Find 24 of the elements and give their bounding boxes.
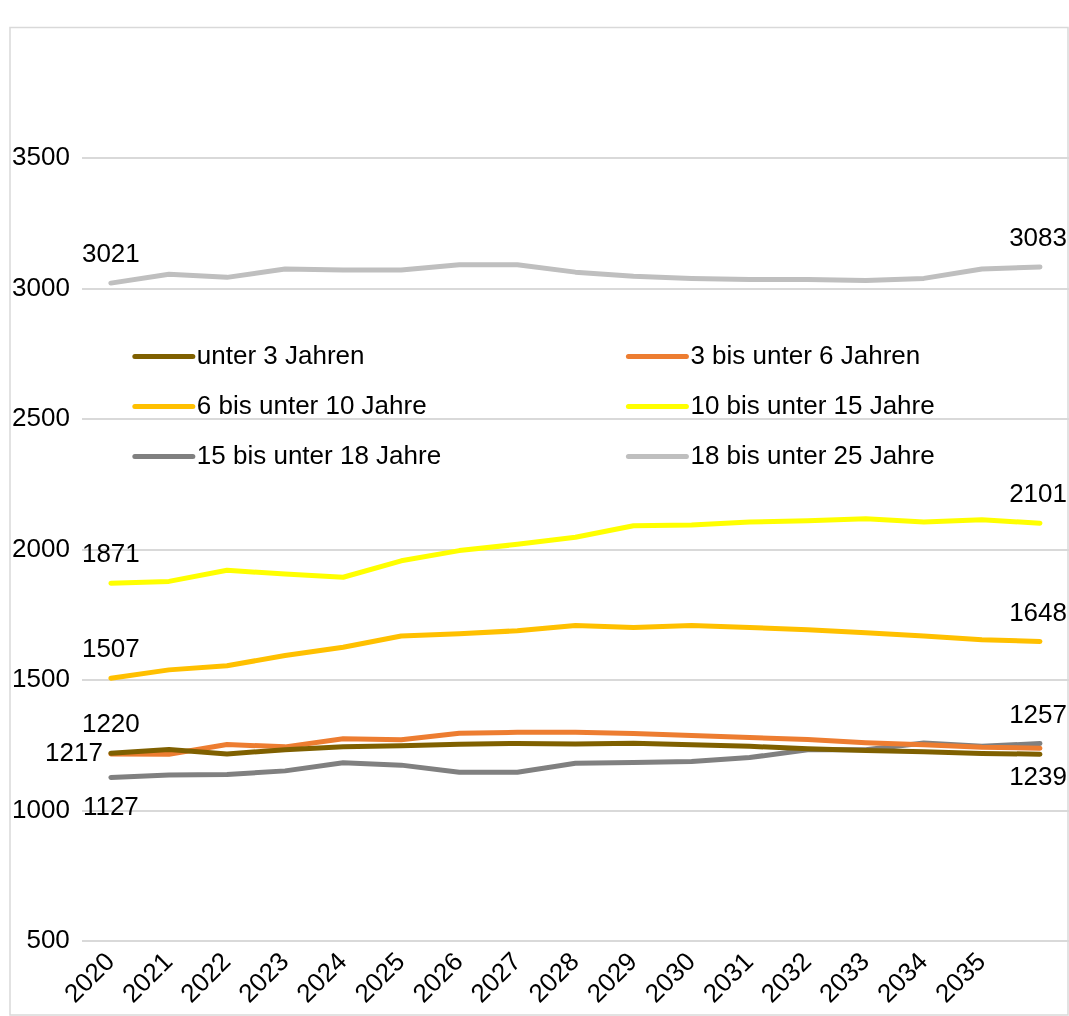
y-tick-label: 1000 (12, 793, 70, 824)
data-label: 1220 (81, 708, 140, 739)
y-tick-label: 2500 (12, 402, 70, 433)
legend-label: unter 3 Jahren (196, 339, 365, 370)
y-tick-label: 500 (26, 924, 70, 955)
data-label: 3021 (81, 238, 140, 269)
data-label: 1217 (45, 737, 103, 768)
data-label: 1648 (1009, 596, 1067, 627)
data-label: 1239 (1009, 761, 1067, 792)
legend-label: 3 bis unter 6 Jahren (690, 339, 921, 370)
data-label: 1507 (81, 633, 140, 664)
data-label: 1257 (1009, 698, 1067, 729)
y-tick-label: 2000 (12, 532, 70, 563)
data-label: 2101 (1009, 478, 1067, 509)
y-tick-label: 1500 (12, 663, 70, 694)
legend-label: 6 bis unter 10 Jahre (196, 389, 427, 420)
data-label: 1871 (81, 538, 140, 569)
data-label: 3083 (1009, 222, 1067, 253)
legend-label: 18 bis unter 25 Jahre (690, 439, 935, 470)
y-tick-label: 3000 (12, 271, 70, 302)
legend-label: 10 bis unter 15 Jahre (690, 389, 935, 420)
y-tick-label: 3500 (12, 141, 70, 172)
data-label: 1127 (82, 790, 139, 821)
legend-label: 15 bis unter 18 Jahre (196, 439, 442, 470)
